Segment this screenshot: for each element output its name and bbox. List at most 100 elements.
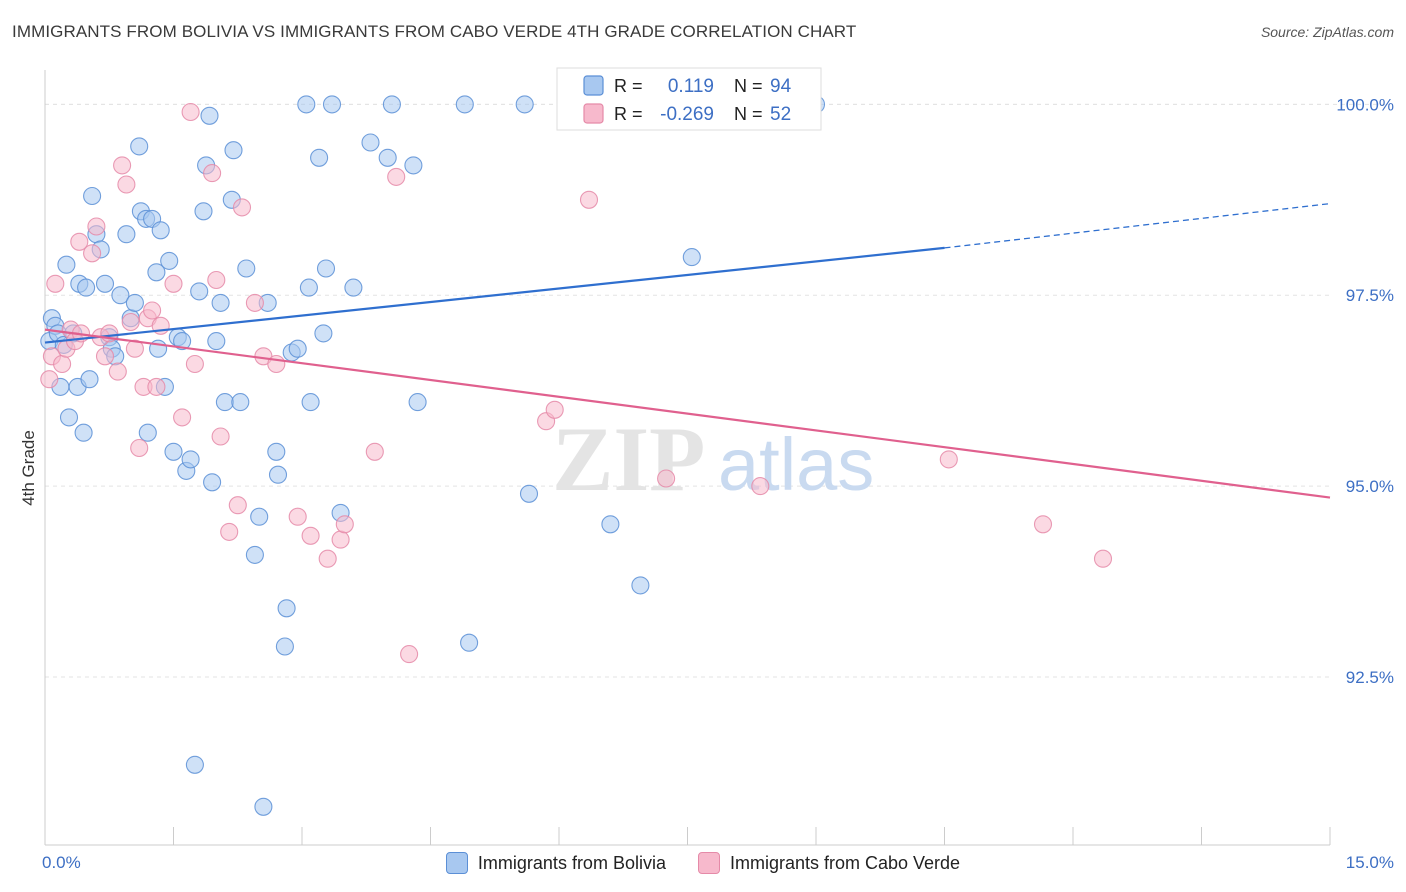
legend-swatch-bolivia (583, 75, 604, 96)
point-bolivia (515, 95, 534, 114)
point-bolivia (245, 545, 264, 564)
legend-item-bolivia[interactable]: Immigrants from Bolivia (445, 852, 666, 874)
point-caboverde (220, 522, 239, 541)
point-caboverde (1093, 549, 1113, 568)
point-caboverde (318, 549, 337, 568)
trend-line-bolivia (44, 246, 945, 344)
series-caboverde-points (40, 102, 1113, 664)
point-bolivia (268, 465, 288, 484)
point-bolivia (316, 259, 336, 278)
y-tick-label: 100.0% (1336, 95, 1394, 114)
watermark-zip: ZIP (552, 408, 705, 510)
legend-n-value-bolivia: 94 (770, 76, 792, 97)
point-bolivia (361, 133, 380, 152)
point-caboverde (207, 270, 226, 290)
point-bolivia (125, 293, 144, 312)
point-bolivia (83, 186, 102, 206)
watermark: ZIP atlas (552, 408, 874, 510)
point-bolivia (57, 255, 76, 274)
point-bolivia (299, 278, 318, 297)
point-bolivia (147, 263, 166, 282)
legend-label-bolivia: Immigrants from Bolivia (477, 852, 666, 873)
point-bolivia (378, 148, 397, 167)
point-bolivia (231, 393, 250, 412)
point-caboverde (113, 156, 132, 175)
y-tick-labels: 92.5% 95.0% 97.5% 100.0% (1336, 95, 1394, 687)
point-bolivia (77, 278, 96, 297)
legend-swatch-bolivia (445, 852, 468, 874)
point-bolivia (310, 148, 329, 167)
point-bolivia (288, 339, 307, 358)
point-caboverde (108, 362, 127, 381)
legend-n-label-1: N = (734, 76, 763, 96)
point-caboverde (83, 244, 102, 263)
point-bolivia (194, 202, 213, 221)
point-bolivia (460, 633, 479, 652)
point-caboverde (1033, 515, 1053, 534)
point-caboverde (87, 217, 106, 236)
point-bolivia (173, 332, 192, 351)
point-caboverde (117, 175, 136, 194)
trend-line-caboverde (44, 328, 1331, 499)
point-bolivia (80, 370, 99, 389)
legend-r-label-2: R = (614, 104, 643, 124)
point-caboverde (400, 645, 419, 664)
point-bolivia (164, 442, 183, 461)
point-caboverde (95, 347, 115, 366)
point-caboverde (70, 232, 89, 251)
point-bolivia (160, 251, 179, 270)
point-bolivia (601, 515, 620, 534)
point-bolivia (682, 248, 701, 267)
point-bolivia (344, 278, 363, 297)
point-caboverde (185, 354, 204, 374)
point-caboverde (545, 400, 564, 419)
point-bolivia (382, 95, 401, 114)
point-bolivia (117, 225, 136, 244)
point-bolivia (301, 393, 320, 412)
point-caboverde (125, 339, 144, 358)
gridlines (45, 103, 1390, 678)
series-legend: Immigrants from Bolivia Immigrants from … (0, 852, 1406, 874)
point-bolivia (322, 95, 342, 114)
legend-r-label-1: R = (614, 76, 643, 96)
point-bolivia (95, 274, 115, 293)
point-bolivia (275, 637, 294, 656)
legend-r-value-caboverde: -0.269 (660, 104, 714, 125)
legend-n-label-2: N = (734, 104, 763, 124)
legend-item-caboverde[interactable]: Immigrants from Cabo Verde (697, 852, 960, 874)
point-caboverde (365, 442, 384, 461)
y-axis-title: 4th Grade (19, 430, 38, 506)
point-bolivia (267, 442, 286, 461)
point-caboverde (245, 293, 264, 312)
point-bolivia (130, 137, 149, 156)
point-caboverde (579, 190, 599, 209)
correlation-legend: R = 0.119 N = 94 R = -0.269 N = 52 (556, 67, 822, 131)
y-tick-label: 92.5% (1346, 668, 1394, 687)
point-bolivia (250, 507, 269, 526)
point-caboverde (331, 530, 350, 549)
point-caboverde (203, 164, 222, 183)
point-caboverde (288, 507, 307, 526)
point-caboverde (228, 496, 247, 515)
point-bolivia (74, 423, 93, 442)
point-caboverde (181, 102, 200, 122)
point-caboverde (335, 515, 354, 534)
point-bolivia (190, 282, 209, 301)
point-caboverde (387, 167, 406, 186)
point-bolivia (631, 576, 650, 595)
point-caboverde (147, 377, 166, 396)
axes (44, 70, 1331, 846)
point-bolivia (215, 393, 234, 412)
point-caboverde (130, 438, 149, 458)
point-bolivia (211, 293, 230, 312)
point-bolivia (151, 221, 170, 240)
legend-n-value-caboverde: 52 (770, 104, 791, 125)
x-tick-label: 15.0% (1346, 853, 1394, 872)
point-bolivia (455, 95, 474, 114)
point-bolivia (404, 156, 423, 175)
series-bolivia-points (40, 95, 826, 816)
point-bolivia (237, 259, 256, 278)
point-caboverde (143, 301, 162, 320)
point-bolivia (207, 332, 226, 351)
point-bolivia (297, 95, 316, 114)
